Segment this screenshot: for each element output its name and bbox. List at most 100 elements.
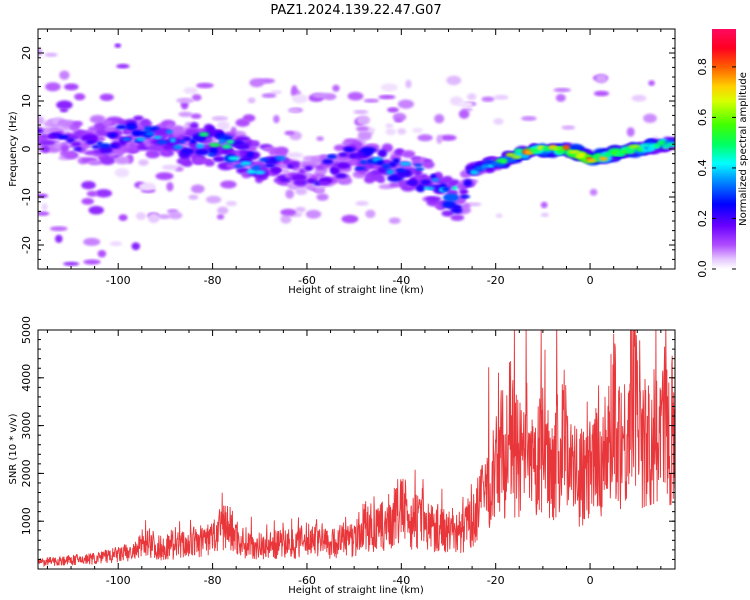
spectrogram-cell [207, 152, 215, 157]
spectrogram-cell [416, 184, 426, 193]
spectrogram-cell [60, 144, 69, 153]
spectrogram-cell [568, 150, 580, 154]
spectrogram-cell [38, 116, 45, 125]
spectrogram-cell [114, 156, 130, 165]
spectrogram-cell [335, 173, 347, 179]
spectrogram-cell [657, 140, 666, 146]
spectrogram-cell [239, 161, 252, 166]
spectrogram-cell [598, 156, 609, 162]
spectrogram-cell [365, 209, 376, 219]
y-tick-label: 20 [20, 46, 33, 60]
spectrogram-cell [44, 52, 58, 57]
spectrogram-cell [481, 96, 495, 102]
spectrogram-cell [357, 131, 372, 141]
spectrogram-cell [183, 87, 198, 94]
spectrogram-cell [385, 128, 396, 136]
colorbar: 0.0 0.2 0.4 0.6 0.8 Normalized spectral ampl… [696, 29, 749, 278]
colorbar-tick-label: 0.2 [696, 210, 709, 228]
spectrogram-cell [459, 188, 469, 196]
spectrogram-cell [333, 144, 347, 152]
spectrogram-cell [349, 154, 357, 158]
spectrogram-cell [326, 154, 337, 159]
spectrogram-cell [425, 196, 442, 202]
spectrogram-cell [305, 209, 322, 219]
spectrogram-cell [235, 143, 250, 150]
spectrogram-cell [414, 163, 423, 167]
y-tick-label: -10 [20, 188, 33, 206]
spectrogram-cell [275, 156, 286, 161]
colorbar-gradient [712, 29, 736, 269]
spectrogram-cell [64, 83, 79, 91]
spectrogram-cell [304, 165, 313, 171]
spectrogram-cell [161, 164, 178, 170]
spectrogram-cell [317, 181, 329, 185]
spectrogram-cell [293, 178, 308, 187]
spectrogram-cell [251, 165, 262, 171]
y-tick-label: 10 [20, 94, 33, 108]
spectrogram-cell [73, 146, 83, 152]
spectrogram-cell [191, 184, 205, 194]
spectrogram-cell [181, 159, 193, 167]
spectrogram-cell [640, 143, 651, 148]
spectrogram-cell [401, 150, 416, 159]
spectrogram-cell [378, 94, 396, 100]
spectrogram-cell [135, 212, 146, 221]
spectrogram-cell [41, 203, 48, 211]
spectrogram-cell [165, 129, 173, 134]
colorbar-tick-label: 0.4 [696, 159, 709, 177]
x-tick-label: 0 [587, 274, 594, 287]
spectrogram-cell [153, 129, 169, 135]
spectrogram-cell [397, 99, 414, 109]
spectrogram-cell [467, 93, 477, 101]
spectrogram-cell [73, 120, 83, 127]
spectrogram-cell [434, 114, 445, 124]
spectrogram-cell [403, 169, 412, 177]
spectrogram-cell [431, 178, 440, 182]
spectrogram-cell [144, 126, 151, 132]
spectrogram-cell [299, 169, 306, 174]
spectrogram-cell [156, 140, 168, 145]
x-tick-label: -20 [487, 574, 505, 587]
spectrogram-cell [553, 87, 571, 93]
spectrogram-cell [593, 90, 610, 97]
spectrogram-cell [423, 186, 435, 190]
spectrogram-cell [354, 166, 367, 171]
spectrogram-cell [55, 234, 63, 243]
spectrogram-cell [430, 174, 437, 179]
spectrogram-cell [249, 78, 265, 88]
spectrogram-cell [189, 138, 197, 144]
spectrogram-cell [171, 125, 185, 134]
spectrogram-cell [376, 160, 384, 165]
spectrogram-cell [626, 127, 635, 137]
spectrogram-cell [83, 237, 101, 246]
spectrogram-cell [140, 118, 151, 128]
spectrogram-cell [458, 101, 474, 108]
spectrogram-cell [115, 124, 128, 130]
spectrogram-cell [469, 169, 480, 175]
spectrogram-cell [388, 217, 401, 224]
spectrogram-cell [38, 128, 44, 134]
spectrogram-cell [385, 123, 394, 129]
spectrogram-cell [282, 168, 290, 174]
spectrogram-cell [57, 135, 69, 140]
spectrogram-cell [205, 195, 222, 204]
spectrogram-cell [83, 259, 101, 265]
spectrogram-cell [178, 111, 193, 118]
spectrogram-cell [586, 158, 597, 163]
spectrogram-cell [295, 206, 306, 213]
spectrogram-cell [291, 94, 308, 104]
spectrogram-cell [661, 145, 670, 149]
spectrogram-cell [204, 160, 215, 167]
y-tick-label: 2000 [20, 459, 33, 487]
y-tick-label: 0 [20, 146, 33, 153]
spectrogram-cell [138, 159, 149, 166]
spectrogram-cell [405, 180, 418, 185]
spectrogram-cell [173, 144, 183, 150]
y-tick-label: 5000 [20, 316, 33, 344]
spectrogram-cell [270, 90, 283, 95]
spectrogram-cell [306, 178, 316, 184]
spectrogram-cell [157, 214, 171, 220]
spectrogram-cell [441, 187, 450, 192]
spectrogram-cell [254, 170, 266, 175]
snr-marks [38, 330, 675, 568]
